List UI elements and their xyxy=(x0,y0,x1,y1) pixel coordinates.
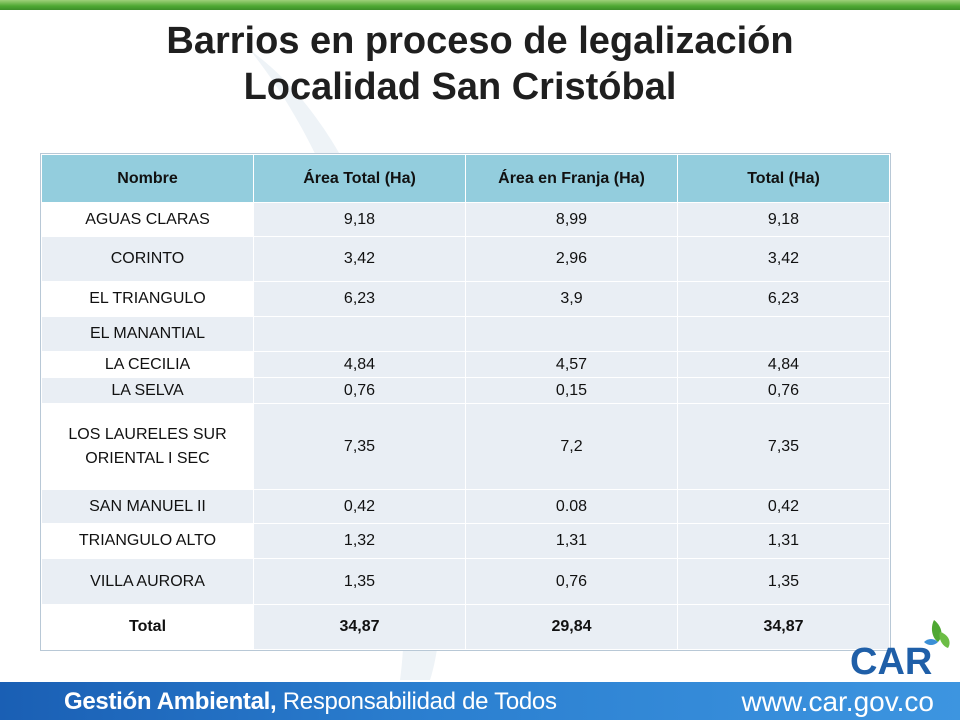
table-row: AGUAS CLARAS 9,18 8,99 9,18 xyxy=(41,202,890,237)
cell-total: 3,42 xyxy=(677,236,890,282)
cell-nombre: LA SELVA xyxy=(41,377,254,404)
cell-total xyxy=(677,316,890,352)
footer-url[interactable]: www.car.gov.co xyxy=(741,686,934,717)
header-area-total: Área Total (Ha) xyxy=(253,154,466,203)
cell-total: 1,35 xyxy=(677,558,890,605)
cell-area-franja: 8,99 xyxy=(465,202,678,237)
cell-area-total: 0,42 xyxy=(253,489,466,524)
footer-slogan: Gestión Ambiental, Responsabilidad de To… xyxy=(64,688,557,716)
cell-nombre: AGUAS CLARAS xyxy=(41,202,254,237)
cell-area-total: 1,32 xyxy=(253,523,466,559)
table-row: CORINTO 3,42 2,96 3,42 xyxy=(41,236,890,282)
cell-area-franja: 4,57 xyxy=(465,351,678,378)
cell-area-franja: 0,15 xyxy=(465,377,678,404)
cell-total: 9,18 xyxy=(677,202,890,237)
cell-nombre: EL TRIANGULO xyxy=(41,281,254,317)
slogan-bold: Gestión Ambiental, xyxy=(64,688,277,715)
cell-area-total: 3,42 xyxy=(253,236,466,282)
cell-total: 0,42 xyxy=(677,489,890,524)
cell-area-franja: 0.08 xyxy=(465,489,678,524)
cell-nombre: CORINTO xyxy=(41,236,254,282)
table-total-row: Total 34,87 29,84 34,87 xyxy=(41,604,890,650)
slogan-rest: Responsabilidad de Todos xyxy=(276,688,557,715)
neighborhoods-table: Nombre Área Total (Ha) Área en Franja (H… xyxy=(41,154,890,650)
title-line-1: Barrios en proceso de legalización xyxy=(166,20,794,62)
header-area-franja: Área en Franja (Ha) xyxy=(465,154,678,203)
cell-nombre: SAN MANUEL II xyxy=(41,489,254,524)
cell-nombre: LOS LAURELES SUR ORIENTAL I SEC xyxy=(41,403,254,490)
cell-area-total: 6,23 xyxy=(253,281,466,317)
car-logo: CAR xyxy=(850,620,950,682)
logo-text: CAR xyxy=(850,641,932,682)
cell-area-franja: 0,76 xyxy=(465,558,678,605)
cell-total: 4,84 xyxy=(677,351,890,378)
cell-area-franja: 3,9 xyxy=(465,281,678,317)
cell-area-total: 0,76 xyxy=(253,377,466,404)
table-header-row: Nombre Área Total (Ha) Área en Franja (H… xyxy=(41,154,890,203)
cell-total-label: Total xyxy=(41,604,254,650)
cell-total: 0,76 xyxy=(677,377,890,404)
cell-area-franja: 1,31 xyxy=(465,523,678,559)
cell-area-total: 7,35 xyxy=(253,403,466,490)
cell-nombre: LA CECILIA xyxy=(41,351,254,378)
cell-area-total: 4,84 xyxy=(253,351,466,378)
cell-total: 6,23 xyxy=(677,281,890,317)
cell-nombre: EL MANANTIAL xyxy=(41,316,254,352)
footer-bar: Gestión Ambiental, Responsabilidad de To… xyxy=(0,682,960,720)
table-row: LA SELVA 0,76 0,15 0,76 xyxy=(41,377,890,404)
cell-total-franja: 29,84 xyxy=(465,604,678,650)
leaf-icon xyxy=(924,620,950,648)
table-row: EL TRIANGULO 6,23 3,9 6,23 xyxy=(41,281,890,317)
cell-area-total xyxy=(253,316,466,352)
header-total: Total (Ha) xyxy=(677,154,890,203)
table-row: LOS LAURELES SUR ORIENTAL I SEC 7,35 7,2… xyxy=(41,403,890,490)
cell-area-franja: 2,96 xyxy=(465,236,678,282)
slide-title: Barrios en proceso de legalización Local… xyxy=(0,18,960,110)
cell-total: 1,31 xyxy=(677,523,890,559)
table-row: TRIANGULO ALTO 1,32 1,31 1,31 xyxy=(41,523,890,559)
table-row: VILLA AURORA 1,35 0,76 1,35 xyxy=(41,558,890,605)
table-row: EL MANANTIAL xyxy=(41,316,890,352)
cell-total: 7,35 xyxy=(677,403,890,490)
cell-area-franja: 7,2 xyxy=(465,403,678,490)
cell-nombre: VILLA AURORA xyxy=(41,558,254,605)
cell-nombre: TRIANGULO ALTO xyxy=(41,523,254,559)
title-line-2: Localidad San Cristóbal xyxy=(243,66,677,108)
cell-area-total: 9,18 xyxy=(253,202,466,237)
cell-area-total: 1,35 xyxy=(253,558,466,605)
cell-area-franja xyxy=(465,316,678,352)
table-row: SAN MANUEL II 0,42 0.08 0,42 xyxy=(41,489,890,524)
cell-total-area: 34,87 xyxy=(253,604,466,650)
header-nombre: Nombre xyxy=(41,154,254,203)
table-row: LA CECILIA 4,84 4,57 4,84 xyxy=(41,351,890,378)
top-green-bar xyxy=(0,0,960,10)
cell-total-total: 34,87 xyxy=(677,604,890,650)
